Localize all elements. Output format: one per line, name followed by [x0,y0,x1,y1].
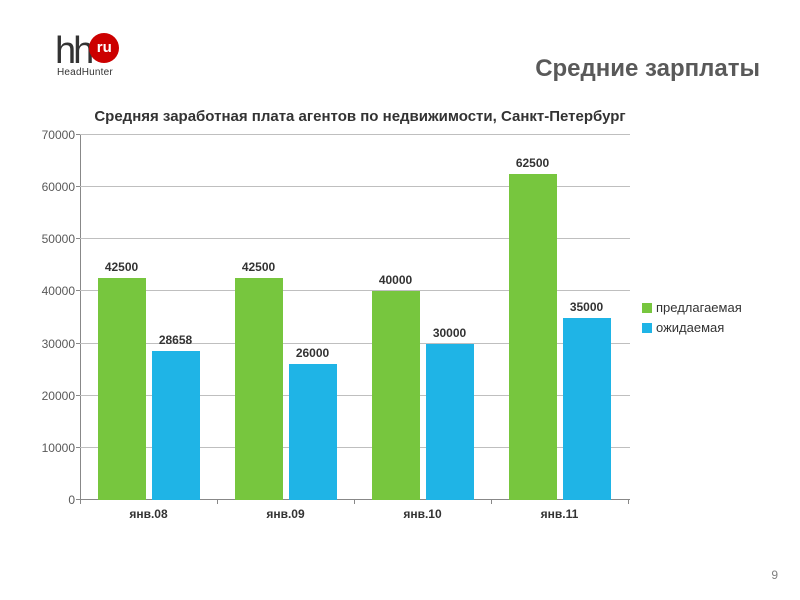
bar-value-label: 42500 [229,260,289,274]
bar-value-label: 35000 [557,300,617,314]
legend-swatch [642,323,652,333]
x-tick-mark [354,500,355,504]
logo: hhru HeadHunter [55,30,119,78]
bar-value-label: 40000 [366,273,426,287]
y-tick-label: 20000 [30,389,75,403]
gridline [80,134,630,135]
x-tick-mark [80,500,81,504]
y-tick-label: 10000 [30,441,75,455]
x-tick-label: янв.08 [129,507,167,521]
bar [235,278,283,500]
legend-label: предлагаемая [656,300,742,315]
slide: hhru HeadHunter Средние зарплаты Средняя… [0,0,800,600]
bar-value-label: 28658 [146,333,206,347]
chart-title: Средняя заработная плата агентов по недв… [80,108,640,125]
y-tick-mark [76,290,80,291]
bar-value-label: 30000 [420,326,480,340]
y-tick-mark [76,186,80,187]
plot-area: 0100002000030000400005000060000700004250… [80,135,630,500]
bar [426,344,474,500]
legend-label: ожидаемая [656,320,724,335]
y-tick-mark [76,395,80,396]
y-tick-mark [76,134,80,135]
x-tick-mark [628,500,629,504]
y-tick-mark [76,447,80,448]
bar [372,291,420,500]
page-title: Средние зарплаты [535,55,760,83]
legend: предлагаемая ожидаемая [642,295,742,339]
y-tick-label: 60000 [30,180,75,194]
legend-swatch [642,303,652,313]
x-tick-mark [491,500,492,504]
bar-value-label: 62500 [503,156,563,170]
bar-value-label: 26000 [283,346,343,360]
y-tick-label: 50000 [30,232,75,246]
bar [98,278,146,500]
chart: 0100002000030000400005000060000700004250… [30,135,630,530]
y-tick-mark [76,343,80,344]
x-tick-label: янв.09 [266,507,304,521]
bar-value-label: 42500 [92,260,152,274]
y-tick-label: 0 [30,493,75,507]
y-tick-mark [76,238,80,239]
logo-subtext: HeadHunter [57,67,119,78]
x-tick-label: янв.11 [541,507,579,521]
y-axis [80,135,81,500]
x-tick-mark [217,500,218,504]
page-number: 9 [771,568,778,582]
logo-ru-badge: ru [89,33,119,63]
bar [509,174,557,500]
bar [289,364,337,500]
y-tick-label: 70000 [30,128,75,142]
legend-item: ожидаемая [642,319,742,335]
legend-item: предлагаемая [642,299,742,315]
x-tick-label: янв.10 [403,507,441,521]
y-tick-label: 40000 [30,284,75,298]
bar [152,351,200,500]
y-tick-label: 30000 [30,337,75,351]
bar [563,318,611,501]
